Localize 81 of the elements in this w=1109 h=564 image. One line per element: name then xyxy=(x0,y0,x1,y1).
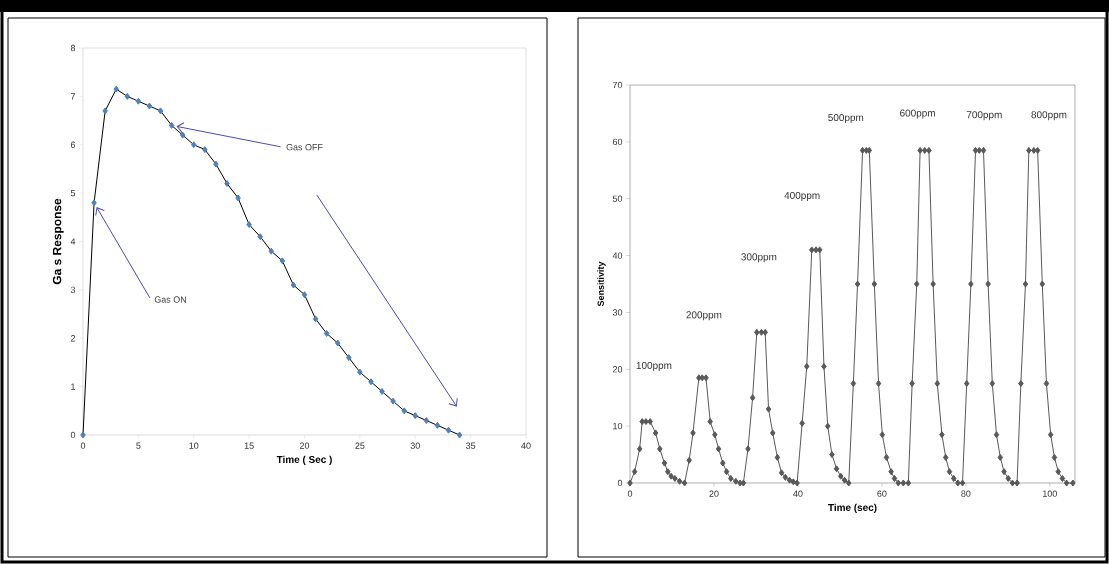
point xyxy=(213,160,219,168)
point xyxy=(91,199,97,207)
annotation: 200ppm xyxy=(686,311,722,321)
x-tick-label: 100 xyxy=(1043,490,1057,497)
point xyxy=(124,92,131,100)
x-tick-label: 40 xyxy=(793,490,803,497)
point xyxy=(113,85,119,93)
point xyxy=(202,146,208,154)
y-tick-label: 0 xyxy=(70,431,76,439)
point xyxy=(390,397,396,405)
point xyxy=(323,329,330,337)
point xyxy=(246,221,252,229)
point xyxy=(257,233,263,241)
point xyxy=(224,179,230,187)
point xyxy=(456,431,463,439)
point xyxy=(412,412,418,420)
point xyxy=(445,426,452,434)
y-tick-label: 40 xyxy=(612,252,623,259)
point xyxy=(157,107,164,115)
y-tick-label: 50 xyxy=(612,195,623,202)
annotation: 100ppm xyxy=(636,361,672,371)
x-tick-label: 60 xyxy=(877,490,887,497)
y-tick-label: 3 xyxy=(70,286,76,294)
x-tick-label: 5 xyxy=(136,442,141,449)
point xyxy=(279,257,286,265)
x-axis-title: Time ( Sec ) xyxy=(276,455,332,465)
x-tick-label: 20 xyxy=(299,442,310,449)
point xyxy=(401,407,407,415)
y-tick-label: 30 xyxy=(612,309,623,316)
point xyxy=(80,431,86,439)
point xyxy=(235,194,241,202)
x-tick-label: 35 xyxy=(465,442,476,449)
point xyxy=(368,378,374,386)
y-tick-label: 8 xyxy=(70,44,76,52)
x-tick-label: 0 xyxy=(627,490,633,497)
annotation: 800ppm xyxy=(1031,111,1067,121)
annotation: 500ppm xyxy=(828,114,864,124)
annotation: Gas ON xyxy=(154,296,186,303)
point xyxy=(179,131,186,139)
y-tick-label: 1 xyxy=(71,383,76,390)
x-tick-label: 25 xyxy=(355,442,365,449)
x-tick-label: 15 xyxy=(244,442,254,449)
point xyxy=(357,368,363,376)
y-tick-label: 60 xyxy=(612,138,623,146)
annotation: 600ppm xyxy=(900,109,935,119)
point xyxy=(168,121,175,129)
x-tick-label: 30 xyxy=(410,442,420,449)
annotation: 300ppm xyxy=(741,253,777,263)
y-tick-label: 20 xyxy=(612,366,623,373)
x-tick-label: 40 xyxy=(521,442,531,449)
point xyxy=(312,315,319,323)
y-tick-label: 70 xyxy=(612,81,623,89)
point xyxy=(191,141,197,149)
y-tick-label: 7 xyxy=(70,93,76,100)
annotation: 400ppm xyxy=(784,191,820,201)
point xyxy=(423,416,430,424)
x-tick-label: 10 xyxy=(189,442,199,449)
point xyxy=(102,107,108,115)
annotation: Gas OFF xyxy=(286,143,323,151)
point xyxy=(135,97,142,105)
y-tick-label: 2 xyxy=(70,335,76,342)
point xyxy=(290,281,297,289)
y-axis-title: Ga s Response xyxy=(52,198,64,285)
y-tick-label: 10 xyxy=(613,422,623,430)
y-tick-label: 5 xyxy=(70,190,76,197)
x-axis-title: Time (sec) xyxy=(828,503,877,513)
point xyxy=(346,354,352,362)
y-tick-label: 6 xyxy=(70,141,76,148)
point xyxy=(301,291,308,299)
y-axis-title: Sensitivity xyxy=(597,261,606,307)
point xyxy=(379,387,385,395)
x-tick-label: 80 xyxy=(961,490,971,497)
point xyxy=(334,339,341,347)
point xyxy=(434,421,441,429)
point xyxy=(146,102,153,110)
x-tick-label: 20 xyxy=(709,490,719,497)
y-tick-label: 4 xyxy=(70,238,76,245)
x-tick-label: 0 xyxy=(80,442,86,449)
annotation: 700ppm xyxy=(966,111,1002,121)
point xyxy=(268,247,275,255)
y-tick-label: 0 xyxy=(617,479,623,487)
